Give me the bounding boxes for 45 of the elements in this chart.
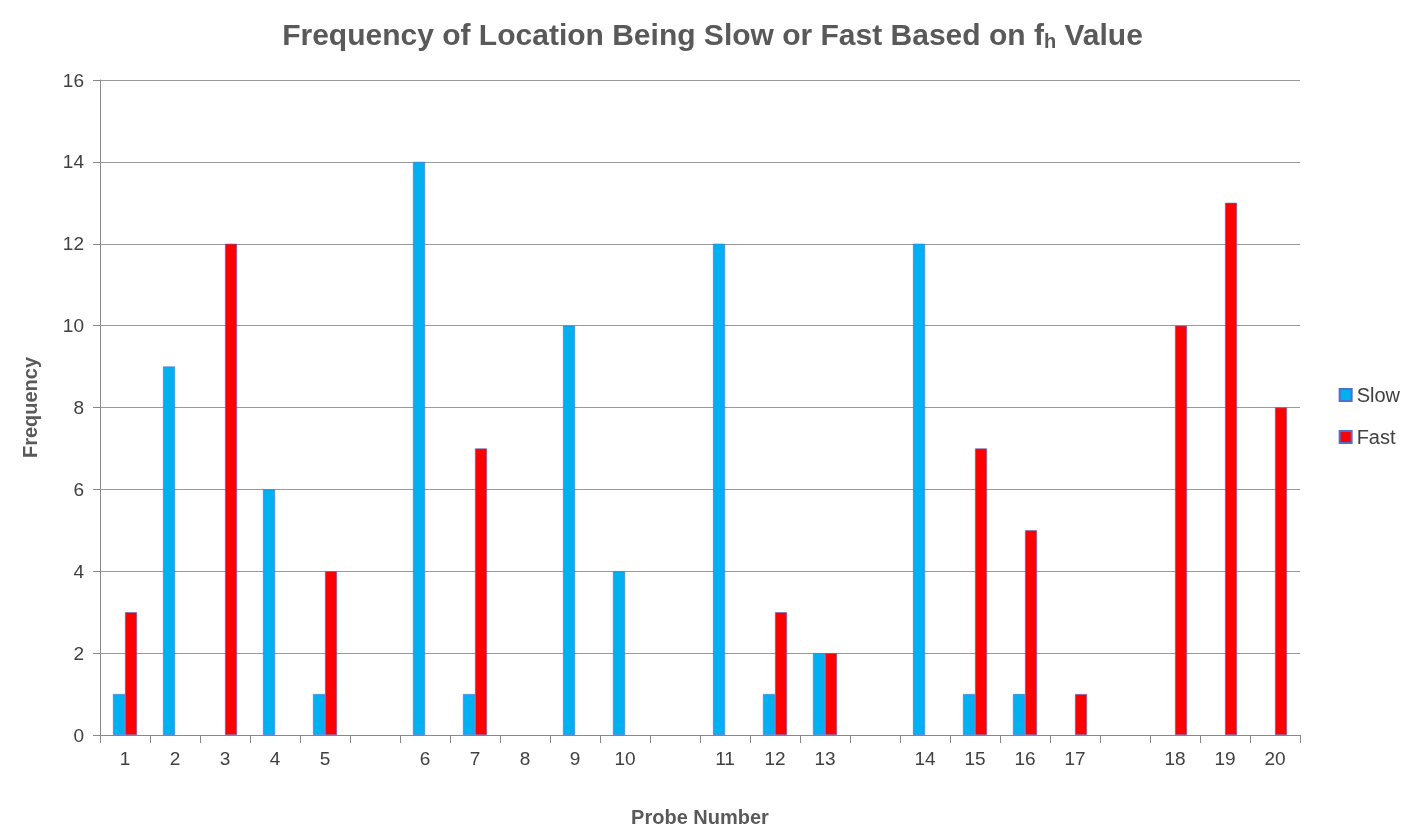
- y-tick-label: 8: [73, 397, 84, 418]
- bar: [913, 243, 925, 735]
- x-tick-label: 16: [1014, 748, 1036, 769]
- y-tick-label: 12: [62, 233, 84, 255]
- y-tick-label: 14: [62, 151, 85, 173]
- x-tick-label: 18: [1164, 748, 1186, 769]
- x-tick-label: 19: [1214, 748, 1236, 769]
- x-tick-label: 7: [469, 748, 481, 769]
- bar: [1075, 694, 1087, 735]
- x-tick-label: 15: [964, 748, 986, 769]
- x-tick-label: 14: [914, 748, 936, 769]
- x-tick-label: 10: [614, 748, 636, 769]
- bar: [413, 161, 425, 735]
- y-tick-label: 6: [73, 478, 84, 500]
- y-axis-title: Frequency: [19, 356, 41, 459]
- x-tick-label: 12: [764, 748, 786, 769]
- x-tick-label: 3: [219, 748, 231, 769]
- x-tick-label: 8: [519, 748, 531, 769]
- x-tick-label: 6: [419, 748, 431, 769]
- x-tick-label: 2: [169, 748, 181, 769]
- bar: [163, 366, 175, 735]
- x-tick-label: 5: [319, 748, 331, 769]
- x-tick-label: 4: [269, 748, 281, 769]
- y-tick-label: 16: [62, 69, 84, 91]
- x-tick-label: 13: [814, 748, 836, 769]
- x-tick-label: 17: [1064, 748, 1086, 769]
- y-tick-label: 4: [73, 560, 85, 582]
- y-tick-label: 0: [73, 724, 84, 746]
- x-tick-label: 20: [1264, 748, 1286, 769]
- x-tick-label: 1: [119, 748, 131, 769]
- bar: [1225, 202, 1237, 735]
- bar: [713, 243, 725, 735]
- legend-label: Slow: [1356, 384, 1401, 406]
- x-tick-label: 9: [569, 748, 581, 769]
- bar: [1175, 325, 1187, 735]
- bar: [563, 325, 575, 735]
- x-tick-label: 11: [715, 748, 735, 769]
- legend-label: Fast: [1356, 426, 1396, 448]
- bar: [613, 571, 625, 735]
- bar: [263, 489, 275, 735]
- bar: [225, 243, 237, 735]
- y-tick-label: 10: [62, 315, 84, 337]
- bar: [1275, 407, 1287, 735]
- y-tick-label: 2: [73, 642, 84, 664]
- x-axis-title: Probe Number: [631, 806, 770, 828]
